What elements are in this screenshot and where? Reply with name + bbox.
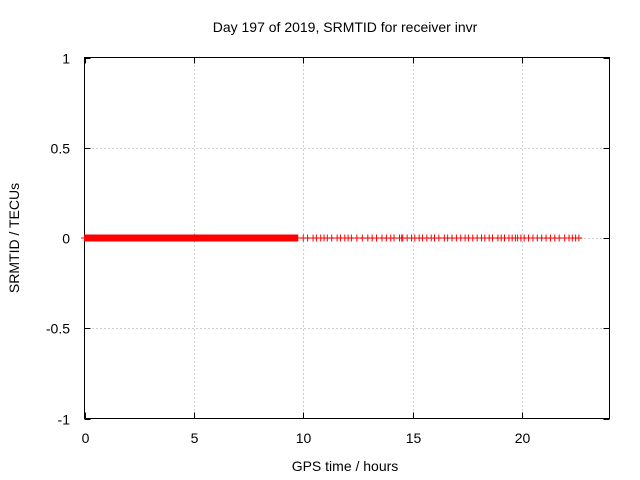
y-tick-label: -0.5 (46, 321, 70, 337)
y-axis-label: SRMTID / TECUs (6, 183, 22, 293)
data-point (575, 234, 583, 242)
y-tick-label: 0.5 (51, 141, 71, 157)
x-tick-label: 15 (406, 430, 422, 446)
y-tick-label: -1 (58, 412, 71, 428)
x-axis-label: GPS time / hours (292, 458, 399, 474)
chart-title: Day 197 of 2019, SRMTID for receiver inv… (213, 19, 478, 35)
y-tick-label: 1 (62, 51, 70, 67)
x-tick-label: 0 (82, 430, 90, 446)
x-tick-label: 20 (515, 430, 531, 446)
x-tick-label: 5 (191, 430, 199, 446)
y-tick-label: 0 (62, 231, 70, 247)
x-tick-label: 10 (296, 430, 312, 446)
axis-ticks: 0 5 10 15 20 -1 -0.5 0 0.5 1 (46, 51, 610, 446)
data-series (81, 234, 583, 242)
